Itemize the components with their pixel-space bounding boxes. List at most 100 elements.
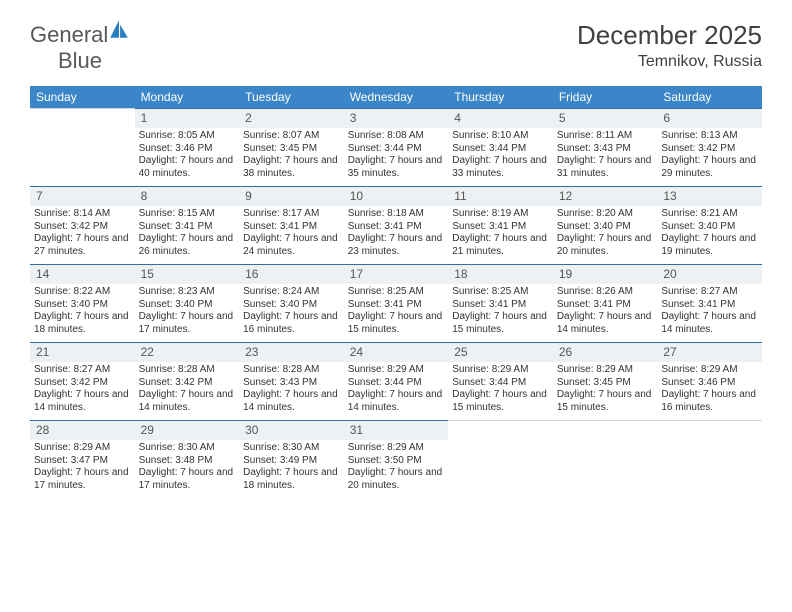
day-cell-text: Sunrise: 8:25 AMSunset: 3:41 PMDaylight:… xyxy=(452,286,549,336)
day-cell: Sunrise: 8:25 AMSunset: 3:41 PMDaylight:… xyxy=(448,284,553,343)
month-title: December 2025 xyxy=(577,20,762,51)
brand-logo: General Blue xyxy=(30,20,130,74)
dow-tue: Tuesday xyxy=(239,86,344,109)
day-cell-text: Sunrise: 8:29 AMSunset: 3:47 PMDaylight:… xyxy=(34,442,131,492)
day-number: 5 xyxy=(553,109,658,129)
day-number: 15 xyxy=(135,265,240,285)
day-cell-text: Sunrise: 8:11 AMSunset: 3:43 PMDaylight:… xyxy=(557,130,654,180)
day-cell: Sunrise: 8:17 AMSunset: 3:41 PMDaylight:… xyxy=(239,206,344,265)
day-cell-text: Sunrise: 8:17 AMSunset: 3:41 PMDaylight:… xyxy=(243,208,340,258)
day-number: 20 xyxy=(657,265,762,285)
day-number: 11 xyxy=(448,187,553,207)
day-cell: Sunrise: 8:29 AMSunset: 3:44 PMDaylight:… xyxy=(344,362,449,421)
brand-name-b: Blue xyxy=(58,48,102,73)
day-cell: Sunrise: 8:30 AMSunset: 3:49 PMDaylight:… xyxy=(239,440,344,498)
day-number xyxy=(657,421,762,441)
day-cell-text: Sunrise: 8:19 AMSunset: 3:41 PMDaylight:… xyxy=(452,208,549,258)
day-cell-text: Sunrise: 8:29 AMSunset: 3:46 PMDaylight:… xyxy=(661,364,758,414)
day-cell-text: Sunrise: 8:21 AMSunset: 3:40 PMDaylight:… xyxy=(661,208,758,258)
day-number: 26 xyxy=(553,343,658,363)
day-number: 8 xyxy=(135,187,240,207)
day-number xyxy=(30,109,135,129)
day-cell-text: Sunrise: 8:25 AMSunset: 3:41 PMDaylight:… xyxy=(348,286,445,336)
day-cell-text: Sunrise: 8:15 AMSunset: 3:41 PMDaylight:… xyxy=(139,208,236,258)
day-number xyxy=(553,421,658,441)
day-cell: Sunrise: 8:15 AMSunset: 3:41 PMDaylight:… xyxy=(135,206,240,265)
day-cell-text: Sunrise: 8:22 AMSunset: 3:40 PMDaylight:… xyxy=(34,286,131,336)
dow-row: Sunday Monday Tuesday Wednesday Thursday… xyxy=(30,86,762,109)
day-cell: Sunrise: 8:28 AMSunset: 3:43 PMDaylight:… xyxy=(239,362,344,421)
day-content-row: Sunrise: 8:22 AMSunset: 3:40 PMDaylight:… xyxy=(30,284,762,343)
day-cell: Sunrise: 8:23 AMSunset: 3:40 PMDaylight:… xyxy=(135,284,240,343)
day-number: 4 xyxy=(448,109,553,129)
day-cell-text: Sunrise: 8:23 AMSunset: 3:40 PMDaylight:… xyxy=(139,286,236,336)
day-cell-text: Sunrise: 8:29 AMSunset: 3:44 PMDaylight:… xyxy=(348,364,445,414)
daynum-row: 123456 xyxy=(30,109,762,129)
day-cell: Sunrise: 8:07 AMSunset: 3:45 PMDaylight:… xyxy=(239,128,344,187)
day-cell xyxy=(448,440,553,498)
day-cell: Sunrise: 8:13 AMSunset: 3:42 PMDaylight:… xyxy=(657,128,762,187)
day-cell: Sunrise: 8:22 AMSunset: 3:40 PMDaylight:… xyxy=(30,284,135,343)
day-number: 25 xyxy=(448,343,553,363)
day-number: 14 xyxy=(30,265,135,285)
day-cell: Sunrise: 8:28 AMSunset: 3:42 PMDaylight:… xyxy=(135,362,240,421)
day-cell: Sunrise: 8:05 AMSunset: 3:46 PMDaylight:… xyxy=(135,128,240,187)
day-content-row: Sunrise: 8:27 AMSunset: 3:42 PMDaylight:… xyxy=(30,362,762,421)
day-number xyxy=(448,421,553,441)
day-cell: Sunrise: 8:14 AMSunset: 3:42 PMDaylight:… xyxy=(30,206,135,265)
day-cell-text: Sunrise: 8:29 AMSunset: 3:44 PMDaylight:… xyxy=(452,364,549,414)
day-cell xyxy=(657,440,762,498)
day-number: 30 xyxy=(239,421,344,441)
day-number: 3 xyxy=(344,109,449,129)
day-cell: Sunrise: 8:29 AMSunset: 3:46 PMDaylight:… xyxy=(657,362,762,421)
day-cell-text: Sunrise: 8:24 AMSunset: 3:40 PMDaylight:… xyxy=(243,286,340,336)
day-cell: Sunrise: 8:29 AMSunset: 3:50 PMDaylight:… xyxy=(344,440,449,498)
location-title: Temnikov, Russia xyxy=(577,53,762,71)
day-cell-text: Sunrise: 8:30 AMSunset: 3:49 PMDaylight:… xyxy=(243,442,340,492)
day-number: 19 xyxy=(553,265,658,285)
day-number: 7 xyxy=(30,187,135,207)
calendar-table: Sunday Monday Tuesday Wednesday Thursday… xyxy=(30,86,762,498)
title-block: December 2025 Temnikov, Russia xyxy=(577,20,762,71)
daynum-row: 14151617181920 xyxy=(30,265,762,285)
day-cell-text: Sunrise: 8:05 AMSunset: 3:46 PMDaylight:… xyxy=(139,130,236,180)
day-cell: Sunrise: 8:26 AMSunset: 3:41 PMDaylight:… xyxy=(553,284,658,343)
day-cell: Sunrise: 8:29 AMSunset: 3:44 PMDaylight:… xyxy=(448,362,553,421)
dow-thu: Thursday xyxy=(448,86,553,109)
day-number: 13 xyxy=(657,187,762,207)
day-number: 18 xyxy=(448,265,553,285)
day-cell: Sunrise: 8:11 AMSunset: 3:43 PMDaylight:… xyxy=(553,128,658,187)
day-cell-text: Sunrise: 8:30 AMSunset: 3:48 PMDaylight:… xyxy=(139,442,236,492)
day-number: 16 xyxy=(239,265,344,285)
brand-text: General Blue xyxy=(30,20,130,74)
day-number: 6 xyxy=(657,109,762,129)
day-cell: Sunrise: 8:29 AMSunset: 3:47 PMDaylight:… xyxy=(30,440,135,498)
day-number: 31 xyxy=(344,421,449,441)
day-number: 27 xyxy=(657,343,762,363)
daynum-row: 21222324252627 xyxy=(30,343,762,363)
day-number: 1 xyxy=(135,109,240,129)
day-content-row: Sunrise: 8:14 AMSunset: 3:42 PMDaylight:… xyxy=(30,206,762,265)
day-cell-text: Sunrise: 8:08 AMSunset: 3:44 PMDaylight:… xyxy=(348,130,445,180)
brand-name-a: General xyxy=(30,22,108,47)
day-cell-text: Sunrise: 8:28 AMSunset: 3:42 PMDaylight:… xyxy=(139,364,236,414)
day-cell-text: Sunrise: 8:28 AMSunset: 3:43 PMDaylight:… xyxy=(243,364,340,414)
day-cell-text: Sunrise: 8:18 AMSunset: 3:41 PMDaylight:… xyxy=(348,208,445,258)
day-cell: Sunrise: 8:20 AMSunset: 3:40 PMDaylight:… xyxy=(553,206,658,265)
day-number: 9 xyxy=(239,187,344,207)
day-number: 28 xyxy=(30,421,135,441)
daynum-row: 78910111213 xyxy=(30,187,762,207)
day-number: 10 xyxy=(344,187,449,207)
day-cell-text: Sunrise: 8:14 AMSunset: 3:42 PMDaylight:… xyxy=(34,208,131,258)
day-cell xyxy=(553,440,658,498)
dow-sun: Sunday xyxy=(30,86,135,109)
day-cell: Sunrise: 8:19 AMSunset: 3:41 PMDaylight:… xyxy=(448,206,553,265)
day-number: 12 xyxy=(553,187,658,207)
dow-sat: Saturday xyxy=(657,86,762,109)
day-number: 21 xyxy=(30,343,135,363)
daynum-row: 28293031 xyxy=(30,421,762,441)
day-cell: Sunrise: 8:24 AMSunset: 3:40 PMDaylight:… xyxy=(239,284,344,343)
day-cell-text: Sunrise: 8:26 AMSunset: 3:41 PMDaylight:… xyxy=(557,286,654,336)
day-number: 2 xyxy=(239,109,344,129)
day-cell-text: Sunrise: 8:10 AMSunset: 3:44 PMDaylight:… xyxy=(452,130,549,180)
